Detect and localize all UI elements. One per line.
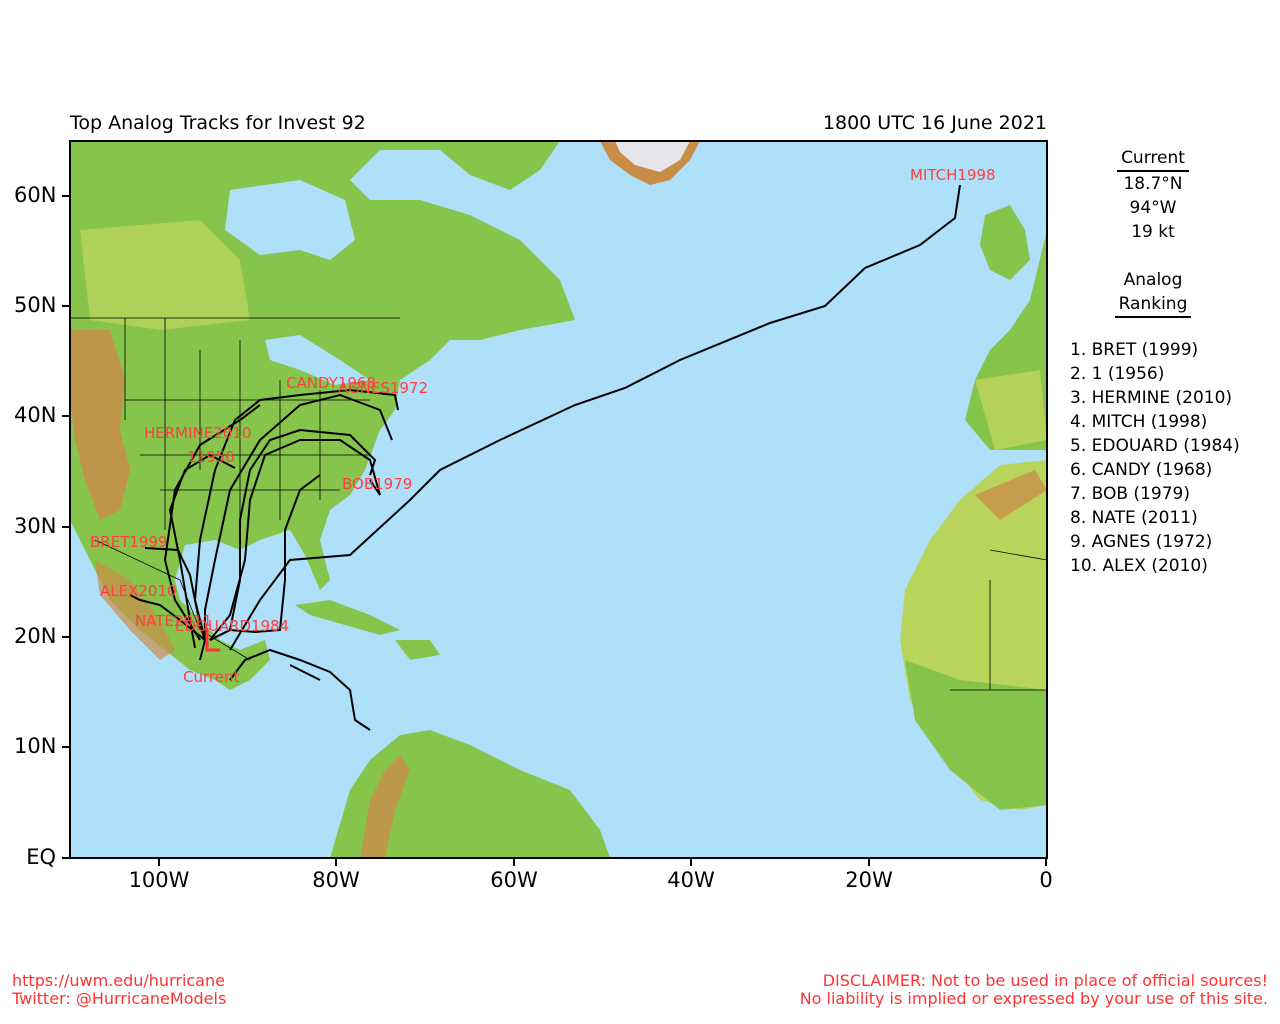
great-lakes [265,335,370,385]
lat-label-10n: 10N [14,734,57,758]
lon-label-80w: 80W [312,868,360,892]
analog-ranking-list: 1. BRET (1999) 2. 1 (1956) 3. HERMINE (2… [1070,338,1244,578]
track-label-nate: NATE2011 [135,612,212,630]
track-mitch-1998 [229,184,961,731]
lon-label-40w: 40W [667,868,715,892]
atlas-mountains [975,470,1047,520]
track-bret-1999 [144,547,206,641]
canada-plains [80,220,250,330]
cuba [295,600,400,635]
footer-twitter[interactable]: Twitter: @HurricaneModels [12,989,227,1008]
disclaimer-line1: DISCLAIMER: Not to be used in place of o… [822,971,1268,990]
track-label-1956: 11956 [187,448,235,466]
track-label-hermine: HERMINE2010 [144,424,251,442]
current-heading: Current [1117,146,1189,172]
current-position-marker [205,628,220,652]
track-label-agnes: AGNES1972 [338,379,428,397]
political-borders [70,317,1047,691]
axis-ticks [62,195,1047,866]
footer-disclaimer: DISCLAIMER: Not to be used in place of o… [800,972,1268,1008]
british-isles [980,205,1030,280]
track-label-bob: BOB1979 [342,475,412,493]
west-africa-green [905,660,1047,810]
footer-credits: https://uwm.edu/hurricane Twitter: @Hurr… [12,972,226,1008]
chart-title: Top Analog Tracks for Invest 92 [70,112,366,134]
ranking-item: 5. EDOUARD (1984) [1070,436,1240,456]
disclaimer-line2: No liability is implied or expressed by … [799,989,1268,1008]
lat-label-40n: 40N [14,403,57,427]
footer-url[interactable]: https://uwm.edu/hurricane [12,971,225,990]
current-lat: 18.7°N [1123,174,1183,194]
ranking-item: 1. BRET (1999) [1070,340,1199,360]
lon-label-0: 0 [1039,868,1053,892]
ranking-item: 3. HERMINE (2010) [1070,388,1233,408]
lon-label-100w: 100W [128,868,190,892]
hudson-bay [225,180,355,260]
ranking-item: 9. AGNES (1972) [1070,532,1213,552]
lon-label-20w: 20W [845,868,893,892]
valid-time: 1800 UTC 16 June 2021 [822,112,1047,134]
track-candy-1968 [204,393,393,640]
lon-label-60w: 60W [490,868,538,892]
track-label-bret: BRET1999 [90,533,168,551]
hispaniola [395,640,440,660]
analog-heading-line1: Analog [1123,270,1183,290]
map-frame [69,140,1048,859]
mexico-highlands [95,560,175,660]
track-bob-1979 [209,439,381,641]
andes [360,755,410,858]
track-label-alex: ALEX2010 [100,582,177,600]
track-edouard-1984 [209,428,377,641]
track-1-1956 [168,453,236,649]
analog-heading-line2: Ranking [1114,292,1192,318]
track-nate-2011 [209,474,321,641]
info-panel: Current 18.7°N 94°W 19 kt Analog Ranking… [1062,146,1244,578]
track-label-edouard: EDOUARD1984 [175,617,289,635]
lat-label-20n: 20N [14,624,57,648]
rocky-mountains [70,330,130,520]
iberia-mountains [975,370,1047,450]
track-hermine-2010 [163,404,261,641]
current-speed: 19 kt [1131,222,1175,242]
lat-label-30n: 30N [14,514,57,538]
analog-ranking-heading: Analog Ranking [1062,268,1244,318]
track-label-candy: CANDY1968 [286,374,376,392]
ranking-item: 4. MITCH (1998) [1070,412,1208,432]
ranking-item: 2. 1 (1956) [1070,364,1165,384]
current-lon: 94°W [1129,198,1177,218]
track-label-mitch: MITCH1998 [910,166,996,184]
track-agnes-1972 [193,388,399,661]
ranking-item: 7. BOB (1979) [1070,484,1190,504]
ranking-item: 10. ALEX (2010) [1070,556,1208,576]
current-info: Current 18.7°N 94°W 19 kt [1062,146,1244,244]
ranking-item: 8. NATE (2011) [1070,508,1198,528]
current-marker-label: Current [183,668,239,686]
lat-label-eq: EQ [26,845,56,869]
lat-label-50n: 50N [14,293,57,317]
greenland-ice [615,141,690,172]
lat-label-60n: 60N [14,183,57,207]
track-alex-2010 [129,594,206,641]
ranking-item: 6. CANDY (1968) [1070,460,1213,480]
